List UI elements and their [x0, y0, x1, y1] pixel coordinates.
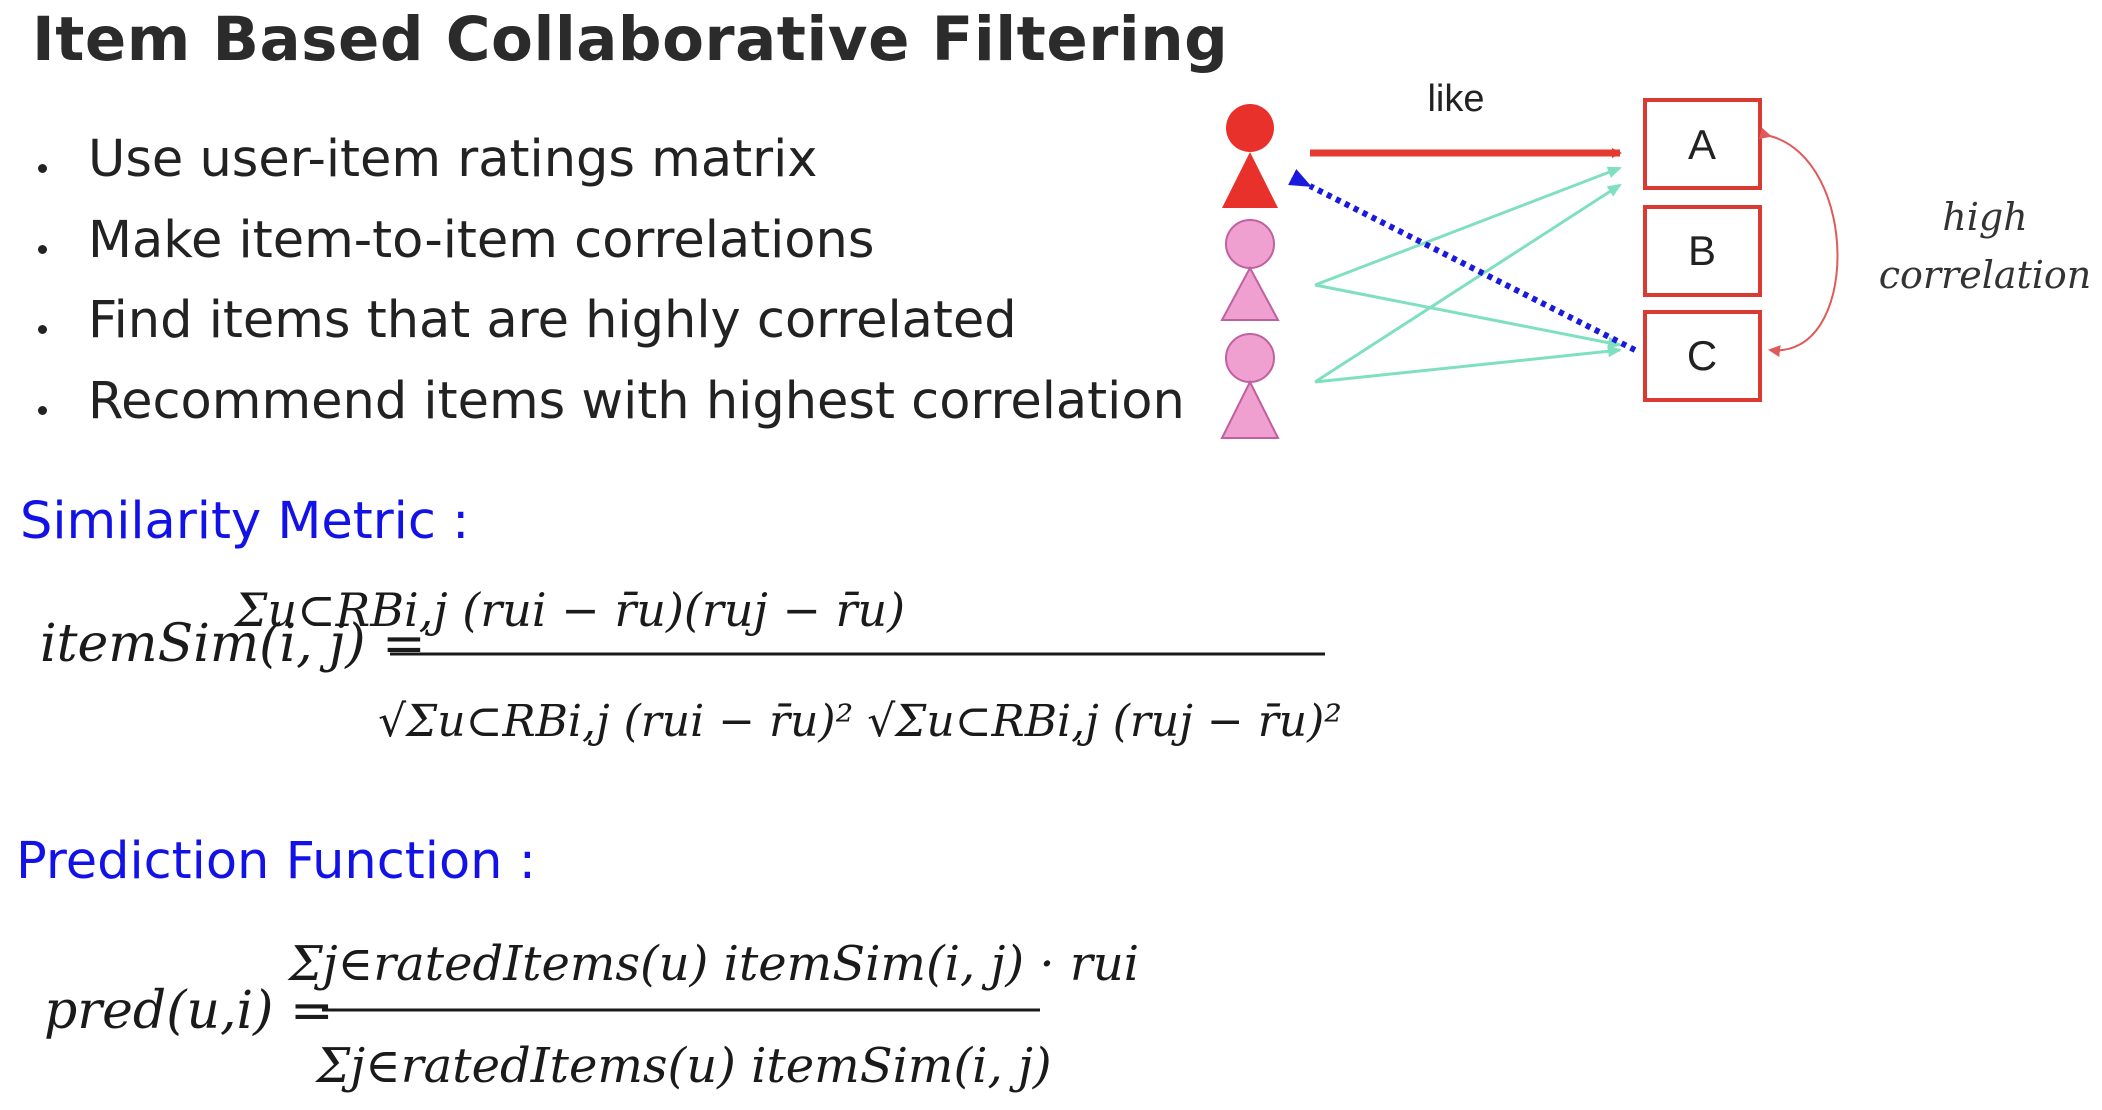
like-label: like [1427, 78, 1484, 120]
correlation-arc [1758, 127, 1839, 358]
user-icon [1220, 219, 1280, 321]
bullet-dot-icon [38, 244, 47, 254]
rating-lines [1314, 166, 1622, 384]
similarity-lhs: itemSim(i, j) = [40, 614, 426, 674]
bullet-dot-icon [38, 405, 47, 415]
prediction-denominator: Σj∈ratedItems(u) itemSim(i, j) [314, 1038, 1051, 1094]
similarity-numerator: Σu⊂RBi,j (rui − r̄u)(ruj − r̄u) [233, 583, 905, 637]
item-box-c: C [1643, 310, 1762, 402]
item-label: C [1687, 332, 1717, 379]
slide-title: Item Based Collaborative Filtering [32, 4, 1229, 75]
bullet-text: Use user-item ratings matrix [88, 130, 818, 189]
bullet-item: Find items that are highly correlated [30, 281, 1185, 362]
active-user-icon [1222, 104, 1278, 208]
prediction-formula: pred(u,i) = Σj∈ratedItems(u) itemSim(i, … [44, 936, 1139, 1094]
bullet-text: Make item-to-item correlations [88, 210, 875, 270]
similarity-denominator: √Σu⊂RBi,j (rui − r̄u)² √Σu⊂RBi,j (ruj − … [378, 696, 1340, 747]
bullet-item: Make item-to-item correlations [30, 201, 1185, 282]
bullet-list: Use user-item ratings matrix Make item-t… [30, 120, 1185, 442]
item-label: A [1688, 121, 1716, 168]
bullet-item: Recommend items with highest correlation [30, 362, 1185, 443]
similarity-heading: Similarity Metric : [20, 492, 470, 551]
bullet-dot-icon [38, 164, 47, 174]
prediction-numerator: Σj∈ratedItems(u) itemSim(i, j) · rui [287, 936, 1139, 992]
prediction-lhs: pred(u,i) = [44, 981, 334, 1041]
user-icon [1220, 333, 1280, 439]
item-box-a: A [1643, 98, 1762, 190]
bullet-dot-icon [38, 325, 47, 335]
item-correlation-diagram: like A B C high correlation [1220, 78, 2092, 439]
bullet-text: Find items that are highly correlated [88, 291, 1017, 350]
bullet-item: Use user-item ratings matrix [30, 120, 1185, 201]
correlation-label-high: high [1942, 195, 2027, 239]
recommend-arrow [1288, 168, 1637, 353]
item-box-b: B [1643, 205, 1762, 297]
bullet-text: Recommend items with highest correlation [88, 371, 1185, 431]
similarity-formula: itemSim(i, j) = Σu⊂RBi,j (rui − r̄u)(ruj… [40, 583, 1340, 747]
correlation-label-correlation: correlation [1879, 253, 2092, 297]
prediction-heading: Prediction Function : [16, 832, 536, 891]
item-label: B [1688, 227, 1716, 274]
